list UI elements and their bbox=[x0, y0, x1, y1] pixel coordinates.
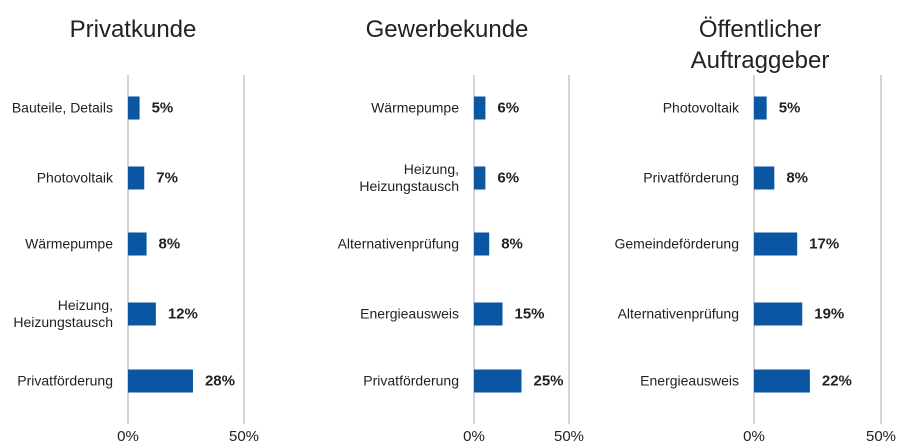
value-label: 28% bbox=[204, 372, 235, 390]
y-tick-label: Heizung, Heizungstausch bbox=[359, 161, 459, 194]
x-tick-label: 50% bbox=[865, 428, 897, 445]
y-tick-label: Alternativenprüfung bbox=[337, 235, 459, 252]
y-tick-label: Energieausweis bbox=[640, 372, 739, 389]
bar bbox=[754, 166, 775, 190]
value-label: 8% bbox=[158, 235, 181, 253]
bar bbox=[128, 302, 156, 326]
bar bbox=[474, 96, 486, 120]
y-tick-label: Gemeindeförderung bbox=[614, 235, 739, 252]
value-label: 5% bbox=[151, 99, 174, 117]
y-tick-label: Wärmepumpe bbox=[371, 99, 459, 116]
value-label: 22% bbox=[821, 372, 852, 390]
bar bbox=[754, 302, 803, 326]
bar bbox=[474, 166, 486, 190]
bar bbox=[128, 369, 193, 393]
y-tick-label: Alternativenprüfung bbox=[617, 305, 739, 322]
bar bbox=[754, 96, 767, 120]
value-label: 8% bbox=[501, 235, 523, 253]
bar bbox=[128, 232, 147, 256]
value-label: 7% bbox=[156, 169, 178, 187]
value-label: 12% bbox=[167, 305, 198, 323]
y-tick-label: Heizung, Heizungstausch bbox=[13, 297, 113, 330]
y-tick-label: Energieausweis bbox=[360, 305, 459, 322]
bar bbox=[474, 232, 490, 256]
y-tick-label: Photovoltaik bbox=[662, 99, 739, 116]
bar bbox=[754, 232, 798, 256]
chart-title: Privatkunde bbox=[69, 16, 197, 43]
y-tick-label: Privatförderung bbox=[643, 169, 739, 186]
value-label: 25% bbox=[533, 372, 564, 390]
value-label: 6% bbox=[497, 169, 520, 187]
x-tick-label: 50% bbox=[553, 428, 585, 445]
bar bbox=[754, 369, 810, 393]
bar bbox=[474, 302, 503, 326]
value-label: 8% bbox=[786, 169, 808, 187]
chart-title: Öffentlicher Auftraggeber bbox=[690, 16, 830, 74]
value-label: 17% bbox=[809, 235, 840, 253]
value-label: 6% bbox=[497, 99, 520, 117]
y-tick-label: Bauteile, Details bbox=[11, 99, 113, 116]
value-label: 15% bbox=[514, 305, 545, 323]
x-tick-label: 50% bbox=[228, 428, 260, 445]
value-label: 19% bbox=[814, 305, 845, 323]
bar bbox=[128, 96, 140, 120]
x-tick-label: 0% bbox=[743, 428, 765, 445]
chart-title: Gewerbekunde bbox=[365, 16, 529, 43]
x-tick-label: 0% bbox=[117, 428, 139, 445]
y-tick-label: Privatförderung bbox=[17, 372, 113, 389]
y-tick-label: Photovoltaik bbox=[36, 169, 113, 186]
bar bbox=[128, 166, 145, 190]
bar bbox=[474, 369, 522, 393]
x-tick-label: 0% bbox=[463, 428, 485, 445]
y-tick-label: Privatförderung bbox=[363, 372, 459, 389]
y-tick-label: Wärmepumpe bbox=[25, 235, 113, 252]
value-label: 5% bbox=[778, 99, 801, 117]
